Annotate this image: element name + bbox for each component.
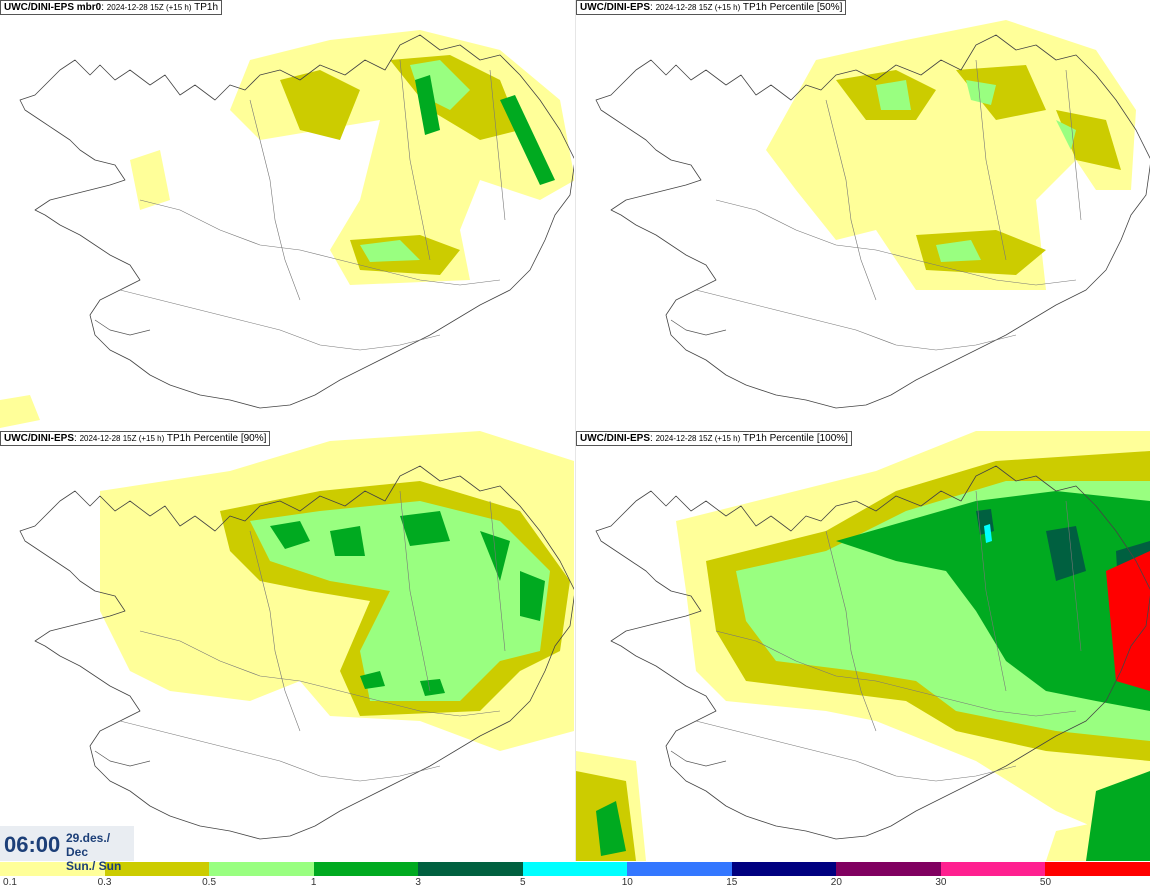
map-panel-p100: UWC/DINI-EPS: 2024-12-28 15Z (+15 h) TP1…: [576, 431, 1150, 861]
legend-swatch: [104, 862, 210, 876]
panel-divider: [575, 0, 576, 861]
legend-swatch: [1045, 862, 1150, 876]
valid-time: 06:00: [4, 832, 61, 857]
legend-swatch: [522, 862, 628, 876]
panel-title: UWC/DINI-EPS mbr0: 2024-12-28 15Z (+15 h…: [0, 0, 223, 15]
legend-tick: 3: [415, 877, 421, 888]
precip-contour: [596, 491, 1150, 861]
legend-swatch: [418, 862, 523, 876]
legend-tick: 0.5: [202, 877, 217, 888]
legend-tick: 5: [519, 877, 526, 888]
map-panel-p90: UWC/DINI-EPS: 2024-12-28 15Z (+15 h) TP1…: [0, 431, 574, 861]
precip-contour: [1106, 551, 1150, 691]
legend-tick: 50: [1039, 877, 1052, 888]
precip-map: [19, 431, 574, 840]
precip-contour: [270, 511, 545, 696]
precip-contour: [280, 55, 520, 275]
precip-contour: [976, 509, 1150, 641]
legend-tick: 20: [830, 877, 842, 888]
legend-tick: 15: [726, 877, 738, 888]
map-panel-p50: UWC/DINI-EPS: 2024-12-28 15Z (+15 h) TP1…: [576, 0, 1150, 430]
precip-map: [0, 30, 574, 428]
map-panel-mbr0: UWC/DINI-EPS mbr0: 2024-12-28 15Z (+15 h…: [0, 0, 574, 430]
precip-contour: [876, 80, 1076, 262]
legend-swatch: [313, 862, 419, 876]
panel-title: UWC/DINI-EPS: 2024-12-28 15Z (+15 h) TP1…: [576, 431, 852, 446]
valid-time-box: 06:00 29.des./ Dec Sun./ Sun: [0, 826, 134, 873]
legend-swatch: [0, 862, 105, 876]
legend-tick: 30: [935, 877, 947, 888]
legend-swatch: [836, 862, 941, 876]
precip-contour: [984, 524, 992, 543]
panel-title: UWC/DINI-EPS: 2024-12-28 15Z (+15 h) TP1…: [576, 0, 847, 15]
precip-contour: [415, 75, 555, 185]
precip-map: [576, 431, 1150, 861]
precip-contour: [360, 60, 470, 262]
legend-tick: 0.3: [97, 877, 112, 888]
precip-contour: [250, 501, 550, 701]
panel-title: UWC/DINI-EPS: 2024-12-28 15Z (+15 h) TP1…: [0, 431, 271, 446]
valid-date: 29.des./ Dec Sun./ Sun: [66, 831, 122, 873]
precip-map: [595, 20, 1150, 409]
legend-tick: 1: [310, 877, 317, 888]
precip-contour: [0, 150, 170, 428]
legend-swatch: [209, 862, 314, 876]
legend-tick: 0.1: [3, 877, 17, 888]
legend-swatch: [731, 862, 837, 876]
legend-tick: 10: [621, 877, 633, 888]
legend-swatch: [627, 862, 732, 876]
color-legend: 0.1 0.3 0.5 1 3 5 10 15 20 30 50: [0, 862, 1150, 891]
legend-swatch: [940, 862, 1046, 876]
precip-contour: [836, 65, 1121, 275]
